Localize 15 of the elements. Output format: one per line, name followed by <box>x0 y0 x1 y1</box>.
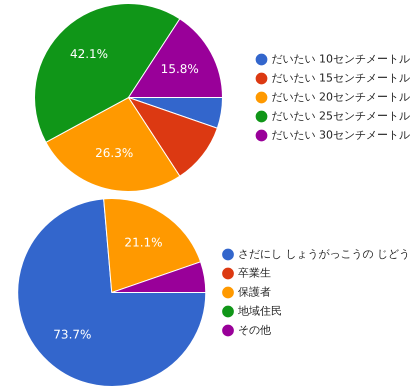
legend-label: だいたい 30センチメートル <box>272 128 410 142</box>
data-label: 26.3% <box>95 146 134 160</box>
legend-label: 地域住民 <box>237 304 282 318</box>
data-label: 21.1% <box>124 236 163 250</box>
data-label: 42.1% <box>70 46 108 61</box>
data-label: 15.8% <box>160 62 199 76</box>
legend-label: だいたい 20センチメートル <box>272 90 410 104</box>
legend-label: だいたい 10センチメートル <box>272 52 410 66</box>
legend-label: だいたい 15センチメートル <box>272 71 410 84</box>
legend-label: だいたい 25センチメートル <box>272 109 410 122</box>
legend-label: その他 <box>238 323 272 336</box>
legend-label: さだにし しょうがっこうの じどう <box>238 247 410 260</box>
legend-label: 保護者 <box>238 285 272 298</box>
legend-label: 卒業生 <box>238 266 272 280</box>
data-label: 73.7% <box>53 328 92 342</box>
